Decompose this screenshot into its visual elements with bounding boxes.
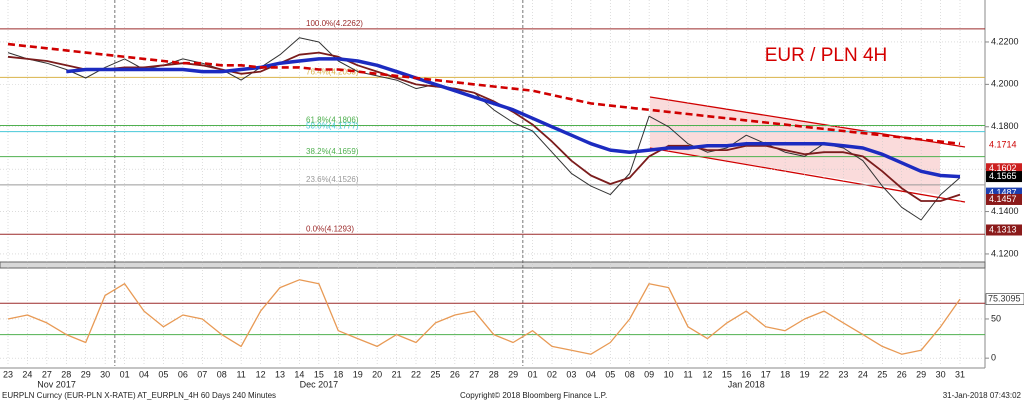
- y-tick-label: 4.1800: [991, 121, 1019, 131]
- x-tick-label: 03: [566, 369, 576, 379]
- price-tag: [986, 163, 1022, 175]
- month-label: Jan 2018: [728, 379, 765, 389]
- value-tag-label: 75.3095: [988, 293, 1021, 303]
- x-tick-label: 05: [605, 369, 615, 379]
- x-tick-label: 26: [897, 369, 907, 379]
- x-tick-label: 13: [275, 369, 285, 379]
- x-tick-label: 11: [683, 369, 692, 379]
- x-tick-label: 27: [469, 369, 479, 379]
- x-tick-label: 25: [877, 369, 887, 379]
- x-tick-label: 01: [120, 369, 130, 379]
- x-tick-label: 18: [333, 369, 343, 379]
- price-tag-label: 4.1602: [989, 163, 1017, 173]
- x-tick-label: 04: [139, 369, 149, 379]
- x-tick-label: 24: [22, 369, 32, 379]
- x-tick-label: 20: [372, 369, 382, 379]
- plot-layer: 23 24 27 28 29 30 01 04 05 06 07 08 11 12 13 14 15 18 19 20…: [0, 0, 1024, 389]
- x-tick-label: 08: [217, 369, 227, 379]
- x-tick-label: 11: [236, 369, 245, 379]
- value-tag: [985, 293, 1024, 305]
- footer-center: Copyright© 2018 Bloomberg Finance L.P.: [460, 391, 607, 400]
- y-tick-label: 4.1400: [991, 206, 1019, 216]
- level-label: 76.4%(4.2033): [306, 67, 359, 76]
- x-tick-label: 15: [722, 369, 732, 379]
- x-tick-label: 23: [3, 369, 13, 379]
- x-tick-label: 12: [256, 369, 266, 379]
- x-tick-label: 05: [158, 369, 168, 379]
- x-tick-label: 18: [780, 369, 790, 379]
- y-tick-label: 50: [991, 313, 1001, 323]
- price-tag-label: 4.1714: [989, 139, 1017, 149]
- price-tag-label: 4.1565: [989, 171, 1017, 181]
- x-tick-label: 30: [936, 369, 946, 379]
- price-tag: [986, 187, 1022, 199]
- x-tick-label: 07: [197, 369, 207, 379]
- level-label: 100.0%(4.2262): [306, 19, 363, 28]
- trend-channel: [650, 97, 940, 195]
- x-tick-label: 28: [489, 369, 499, 379]
- chart-title: EUR / PLN 4H: [765, 45, 887, 66]
- level-label: 38.2%(4.1659): [306, 147, 359, 156]
- y-tick-label: 0: [991, 353, 996, 363]
- price-tag: [986, 171, 1022, 183]
- x-tick-label: 29: [81, 369, 91, 379]
- x-tick-label: 31: [955, 369, 965, 379]
- series-line: [7, 279, 961, 355]
- x-tick-label: 14: [294, 369, 304, 379]
- x-tick-label: 25: [430, 369, 440, 379]
- x-tick-label: 23: [838, 369, 848, 379]
- level-label: 0.0%(4.1293): [306, 224, 354, 233]
- x-tick-label: 19: [800, 369, 810, 379]
- footer-right: 31-Jan-2018 07:43:02: [943, 391, 1022, 400]
- panel-separator: [0, 261, 986, 269]
- x-tick-label: 22: [411, 369, 421, 379]
- x-tick-label: 22: [819, 369, 829, 379]
- x-tick-label: 01: [528, 369, 538, 379]
- x-tick-label: 09: [644, 369, 654, 379]
- x-tick-label: 19: [353, 369, 363, 379]
- month-label: Nov 2017: [37, 379, 76, 389]
- x-tick-label: 15: [314, 369, 324, 379]
- x-tick-label: 04: [586, 369, 596, 379]
- series-line: [7, 51, 961, 202]
- y-tick-label: 4.2000: [991, 79, 1019, 89]
- price-tag: [986, 193, 1022, 205]
- x-tick-label: 28: [61, 369, 71, 379]
- x-tick-label: 30: [100, 369, 110, 379]
- x-tick-label: 21: [392, 369, 402, 379]
- level-label: 23.6%(4.1526): [306, 175, 359, 184]
- x-tick-label: 17: [761, 369, 771, 379]
- x-tick-label: 29: [916, 369, 926, 379]
- series-line: [7, 42, 961, 145]
- x-tick-label: 02: [547, 369, 557, 379]
- channel-line: [649, 96, 966, 148]
- y-tick-label: 4.1200: [991, 248, 1019, 258]
- x-tick-label: 26: [450, 369, 460, 379]
- price-tag-label: 4.1487: [989, 187, 1017, 197]
- x-tick-label: 08: [625, 369, 635, 379]
- y-tick-label: 4.2200: [991, 36, 1019, 46]
- x-tick-label: 16: [741, 369, 751, 379]
- series-line: [66, 57, 961, 179]
- price-tag-label: 4.1457: [989, 194, 1017, 204]
- footer-left: EURPLN Curncy (EUR-PLN X-RATE) AT_EURPLN…: [2, 391, 276, 400]
- level-label: 50.0%(4.1777): [306, 122, 359, 131]
- x-tick-label: 10: [664, 369, 674, 379]
- price-tag: [986, 139, 1022, 151]
- month-label: Dec 2017: [300, 379, 339, 389]
- x-tick-label: 29: [508, 369, 518, 379]
- level-label: 61.8%(4.1806): [306, 116, 359, 125]
- x-tick-label: 24: [858, 369, 868, 379]
- x-tick-label: 06: [178, 369, 188, 379]
- price-tag: [986, 224, 1022, 236]
- price-tag-label: 4.1313: [989, 224, 1017, 234]
- x-tick-label: 12: [702, 369, 712, 379]
- x-tick-label: 27: [42, 369, 52, 379]
